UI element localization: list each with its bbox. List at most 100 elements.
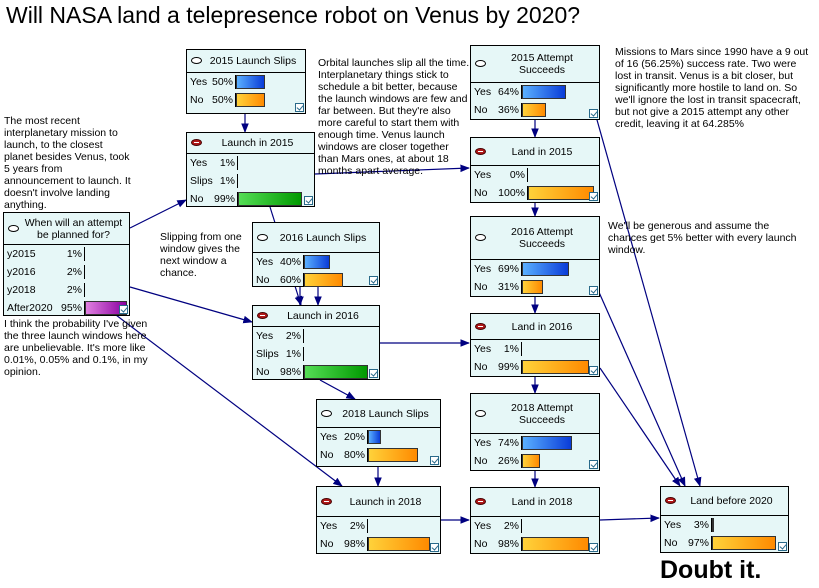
state-row[interactable]: No 36% [471, 101, 599, 119]
state-row[interactable]: No 80% [317, 446, 440, 464]
state-value: 64% [497, 86, 519, 98]
belief-bar [238, 192, 302, 206]
belief-bar [522, 436, 572, 450]
state-row[interactable]: No 31% [471, 278, 599, 296]
state-row[interactable]: Slips 1% [253, 345, 379, 363]
node-land-2015[interactable]: Land in 2015 Yes 0% No 100% [470, 137, 600, 203]
belief-bar [368, 537, 430, 551]
state-row[interactable]: Slips 1% [187, 172, 314, 190]
state-row[interactable]: No 60% [253, 271, 379, 289]
state-row[interactable]: Yes 50% [187, 73, 305, 91]
checkbox-icon[interactable] [778, 542, 787, 551]
note-recent-mission: The most recent interplanetary mission t… [4, 115, 131, 211]
state-value: 60% [279, 274, 301, 286]
belief-bar [712, 518, 714, 532]
checkbox-icon[interactable] [430, 543, 439, 552]
node-launch-2015[interactable]: Launch in 2015 Yes 1% Slips 1% No 99% [186, 132, 315, 207]
checkbox-icon[interactable] [369, 276, 378, 285]
belief-bar-track [521, 360, 589, 374]
state-row[interactable]: Yes 1% [187, 154, 314, 172]
belief-bar-track [527, 168, 593, 182]
state-row[interactable]: Yes 2% [471, 517, 599, 535]
checkbox-icon[interactable] [295, 103, 304, 112]
node-2015-attempt-succeeds[interactable]: 2015 Attempt Succeeds Yes 64% No 36% [470, 45, 600, 120]
state-row[interactable]: No 26% [471, 452, 599, 470]
belief-bar-track [367, 519, 430, 533]
state-row[interactable]: No 100% [471, 184, 599, 202]
node-oval-icon [257, 233, 268, 241]
state-row[interactable]: Yes 69% [471, 260, 599, 278]
state-row[interactable]: No 99% [471, 358, 599, 376]
node-land-before-2020[interactable]: Land before 2020 Yes 3% No 97% [660, 486, 789, 553]
node-title: 2015 Launch Slips [187, 50, 305, 73]
node-title-text: Land in 2016 [511, 320, 573, 333]
state-row[interactable]: Yes 64% [471, 83, 599, 101]
node-land-2018[interactable]: Land in 2018 Yes 2% No 98% [470, 487, 600, 554]
state-row[interactable]: Yes 2% [317, 517, 440, 535]
state-row[interactable]: No 99% [187, 190, 314, 208]
state-label: Yes [664, 519, 682, 531]
checkbox-icon[interactable] [304, 196, 313, 205]
state-row[interactable]: No 98% [253, 363, 379, 381]
node-2018-launch-slips[interactable]: 2018 Launch Slips Yes 20% No 80% [316, 399, 441, 467]
state-row[interactable]: No 50% [187, 91, 305, 109]
state-value: 50% [211, 94, 233, 106]
state-value: 26% [497, 455, 519, 467]
node-2016-launch-slips[interactable]: 2016 Launch Slips Yes 40% No 60% [252, 222, 380, 287]
state-row[interactable]: y2015 1% [4, 245, 129, 263]
checkbox-icon[interactable] [589, 460, 598, 469]
belief-bar [236, 93, 265, 107]
node-2015-launch-slips[interactable]: 2015 Launch Slips Yes 50% No 50% [186, 49, 306, 114]
state-value: 36% [497, 104, 519, 116]
belief-bar-track [367, 430, 430, 444]
checkbox-icon[interactable] [430, 456, 439, 465]
state-label: No [474, 455, 488, 467]
state-label: No [474, 281, 488, 293]
state-row[interactable]: Yes 2% [253, 327, 379, 345]
node-2018-attempt-succeeds[interactable]: 2018 Attempt Succeeds Yes 74% No 26% [470, 393, 600, 471]
checkbox-icon[interactable] [589, 366, 598, 375]
state-value: 99% [497, 361, 519, 373]
node-launch-2016[interactable]: Launch in 2016 Yes 2% Slips 1% No 98% [252, 305, 380, 380]
belief-bar-track [235, 75, 293, 89]
node-oval-icon [475, 234, 486, 241]
state-row[interactable]: Yes 74% [471, 434, 599, 452]
node-land-2016[interactable]: Land in 2016 Yes 1% No 99% [470, 313, 600, 377]
checkbox-icon[interactable] [589, 286, 598, 295]
edge-when-to-launch2018 [115, 314, 343, 487]
belief-bar [368, 430, 381, 444]
state-label: Yes [190, 76, 208, 88]
checkbox-icon[interactable] [589, 543, 598, 552]
state-row[interactable]: Yes 0% [471, 166, 599, 184]
state-value: 98% [279, 366, 301, 378]
edge-launch2016-to-2018slips [319, 379, 356, 400]
state-row[interactable]: Yes 20% [317, 428, 440, 446]
node-launch-2018[interactable]: Launch in 2018 Yes 2% No 98% [316, 486, 441, 554]
checkbox-icon[interactable] [589, 192, 598, 201]
checkbox-icon[interactable] [369, 369, 378, 378]
state-label: After2020 [7, 302, 53, 314]
node-title-text: Launch in 2015 [221, 137, 294, 149]
state-row[interactable]: Yes 40% [253, 253, 379, 271]
state-row[interactable]: Yes 1% [471, 340, 599, 358]
belief-bar-track [521, 103, 589, 117]
state-row[interactable]: Yes 3% [661, 516, 788, 534]
node-title-text: Land before 2020 [690, 495, 773, 507]
checkbox-icon[interactable] [589, 109, 598, 118]
note-mars-missions: Missions to Mars since 1990 have a 9 out… [615, 46, 809, 130]
state-row[interactable]: No 98% [471, 535, 599, 553]
state-row[interactable]: After2020 95% [4, 299, 129, 317]
checkbox-icon[interactable] [119, 305, 128, 314]
state-row[interactable]: No 97% [661, 534, 788, 552]
node-2016-attempt-succeeds[interactable]: 2016 Attempt Succeeds Yes 69% No 31% [470, 216, 600, 297]
state-label: y2016 [7, 266, 36, 278]
edge-when-to-launch2016 [129, 286, 253, 324]
state-value: 40% [279, 256, 301, 268]
state-row[interactable]: No 98% [317, 535, 440, 553]
note-generous: We'll be generous and assume the chances… [608, 220, 797, 256]
state-row[interactable]: y2016 2% [4, 263, 129, 281]
belief-bar [712, 536, 776, 550]
state-row[interactable]: y2018 2% [4, 281, 129, 299]
node-title: Launch in 2018 [317, 487, 440, 517]
node-when-planned[interactable]: When will an attempt be planned for? y201… [3, 212, 130, 316]
